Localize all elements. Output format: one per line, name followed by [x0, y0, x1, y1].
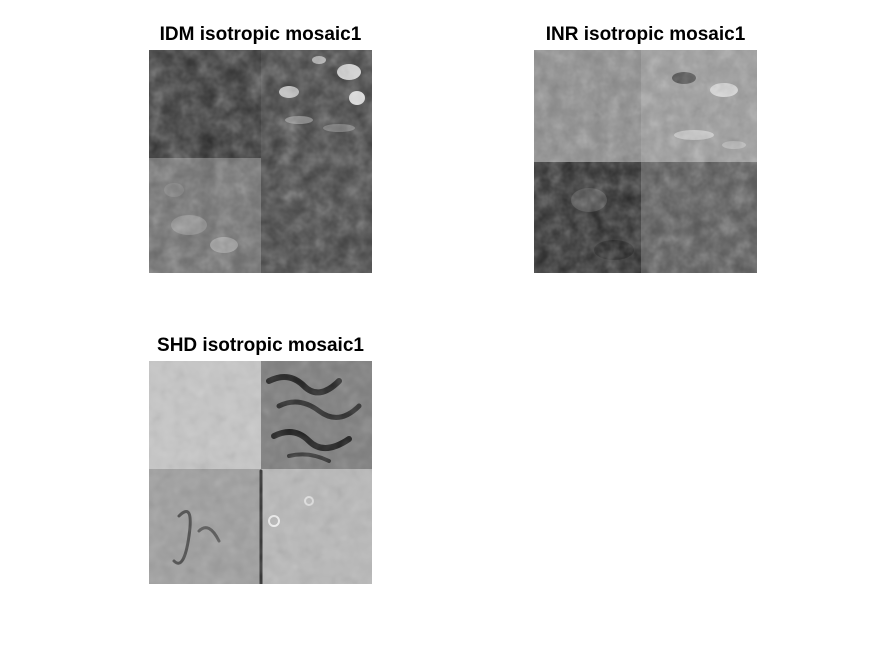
inr-panel-title: INR isotropic mosaic1: [545, 24, 746, 45]
shd-panel: SHD isotropic mosaic1: [149, 335, 372, 584]
inr-texture-image: [534, 50, 757, 273]
shd-panel-title: SHD isotropic mosaic1: [157, 335, 364, 356]
shd-texture-image: [149, 361, 372, 584]
inr-panel: INR isotropic mosaic1: [534, 24, 757, 273]
idm-panel-title: IDM isotropic mosaic1: [159, 24, 362, 45]
idm-texture-image: [149, 50, 372, 273]
idm-panel: IDM isotropic mosaic1: [149, 24, 372, 273]
